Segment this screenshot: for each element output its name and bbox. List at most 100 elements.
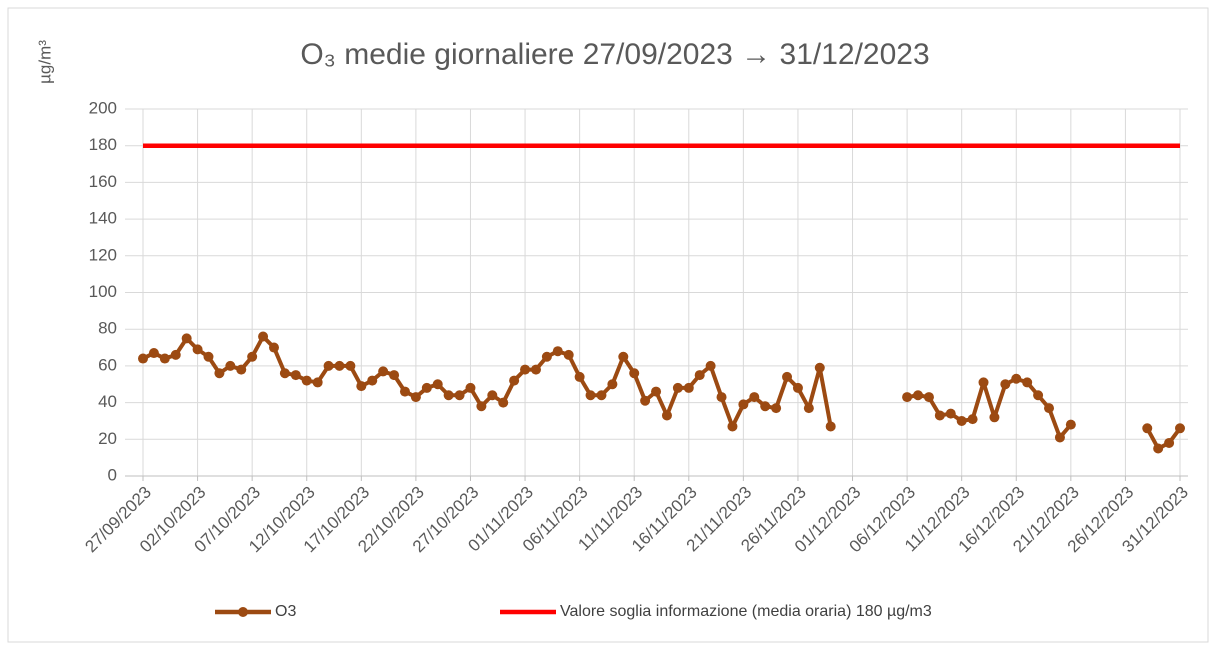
y-tick-label: 160 <box>89 172 117 191</box>
series-marker <box>607 379 618 390</box>
y-tick-label: 60 <box>98 355 117 374</box>
series-marker <box>345 360 356 371</box>
series-marker <box>1000 379 1011 390</box>
series-marker <box>738 399 749 410</box>
series-marker <box>782 371 793 382</box>
series-marker <box>771 403 782 414</box>
series-marker <box>520 364 531 375</box>
y-tick-label: 140 <box>89 209 117 228</box>
series-marker <box>290 370 301 381</box>
chart-frame <box>7 7 1209 643</box>
series-marker <box>236 364 247 375</box>
series-marker <box>629 368 640 379</box>
series-marker <box>956 415 967 426</box>
series-marker <box>214 368 225 379</box>
series-marker <box>803 403 814 414</box>
series-marker <box>640 395 651 406</box>
series-marker <box>651 386 662 397</box>
series-marker <box>1065 419 1076 430</box>
series-marker <box>487 390 498 401</box>
legend-label: O3 <box>275 603 296 620</box>
series-marker <box>618 351 629 362</box>
series-marker <box>1175 423 1185 434</box>
series-marker <box>552 346 563 357</box>
legend-marker <box>238 607 248 617</box>
series-marker <box>323 360 334 371</box>
series-marker <box>672 382 683 393</box>
y-tick-label: 200 <box>89 98 117 117</box>
series-marker <box>192 344 203 355</box>
series-marker <box>978 377 989 388</box>
series-marker <box>792 382 803 393</box>
series-marker <box>760 401 771 412</box>
series-marker <box>749 392 760 403</box>
series-marker <box>1164 437 1175 448</box>
y-axis-label: µg/m³ <box>35 40 54 84</box>
series-marker <box>727 421 738 432</box>
series-marker <box>716 392 727 403</box>
series-marker <box>967 414 978 425</box>
series-marker <box>574 371 585 382</box>
series-marker <box>389 370 400 381</box>
series-marker <box>498 397 509 408</box>
series-marker <box>378 366 389 377</box>
series-marker <box>814 362 825 373</box>
series-marker <box>541 351 552 362</box>
series-marker <box>181 333 192 344</box>
series-marker <box>367 375 378 386</box>
series-marker <box>421 382 432 393</box>
series-marker <box>159 353 170 364</box>
series-line <box>142 334 1182 451</box>
series-marker <box>705 360 716 371</box>
series-marker <box>661 410 672 421</box>
series-marker <box>945 408 956 419</box>
series-marker <box>454 390 465 401</box>
series-marker <box>1022 377 1033 388</box>
series-marker <box>989 412 1000 423</box>
y-tick-label: 40 <box>98 392 117 411</box>
series-marker <box>934 410 945 421</box>
series-marker <box>148 348 159 359</box>
series-marker <box>410 392 421 403</box>
series-marker <box>356 381 367 392</box>
y-tick-label: 180 <box>89 135 117 154</box>
series-marker <box>923 392 934 403</box>
chart-title: O₃ medie giornaliere 27/09/2023 → 31/12/… <box>300 38 929 71</box>
series-marker <box>203 351 214 362</box>
legend-label: Valore soglia informazione (media oraria… <box>560 603 932 620</box>
series-marker <box>170 349 181 360</box>
series-marker <box>509 375 520 386</box>
series-marker <box>694 370 705 381</box>
series-marker <box>225 360 236 371</box>
y-tick-label: 80 <box>98 319 117 338</box>
series-marker <box>258 331 269 342</box>
series-marker <box>1153 443 1164 454</box>
series-marker <box>1033 390 1044 401</box>
series-marker <box>247 351 258 362</box>
series-marker <box>913 390 924 401</box>
y-tick-label: 20 <box>98 429 117 448</box>
series-marker <box>476 401 487 412</box>
series-marker <box>1044 403 1055 414</box>
series-marker <box>279 368 290 379</box>
series-marker <box>1054 432 1065 443</box>
series-marker <box>138 353 148 364</box>
series-marker <box>530 364 541 375</box>
y-tick-label: 100 <box>89 282 117 301</box>
series-marker <box>301 375 312 386</box>
series-marker <box>596 390 607 401</box>
series-marker <box>268 342 279 353</box>
y-tick-label: 0 <box>108 465 117 484</box>
series-marker <box>825 421 836 432</box>
series-marker <box>312 377 323 388</box>
series-marker <box>443 390 454 401</box>
series-marker <box>465 382 476 393</box>
series-marker <box>1011 373 1022 384</box>
series-marker <box>399 386 410 397</box>
series-marker <box>563 349 574 360</box>
series-marker <box>902 392 913 403</box>
series-marker <box>334 360 345 371</box>
series-marker <box>1142 423 1153 434</box>
